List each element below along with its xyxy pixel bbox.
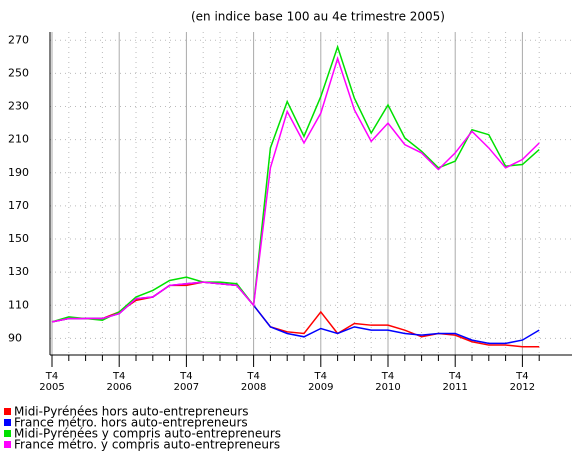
x-tick-label: T4	[112, 371, 125, 382]
legend-label: Midi-Pyrénées y compris auto-entrepreneu…	[14, 427, 281, 441]
y-tick-label: 110	[8, 298, 29, 311]
legend-label: France métro. hors auto-entrepreneurs	[14, 416, 248, 430]
x-tick-label: 2008	[241, 382, 266, 393]
series-line	[51, 281, 540, 345]
legend-swatch	[4, 408, 11, 415]
chart-title: (en indice base 100 au 4e trimestre 2005…	[191, 10, 445, 24]
x-tick-label: 2006	[106, 382, 131, 393]
y-tick-label: 170	[8, 199, 29, 212]
legend-label: France métro. y compris auto-entrepreneu…	[14, 438, 280, 452]
legend-swatch	[4, 430, 11, 437]
y-tick-label: 190	[8, 166, 29, 179]
x-tick-label: 2012	[510, 382, 535, 393]
y-tick-label: 150	[8, 232, 29, 245]
legend-swatch	[4, 419, 11, 426]
x-tick-label: T4	[179, 371, 192, 382]
legend-swatch	[4, 441, 11, 448]
y-tick-label: 90	[8, 331, 22, 344]
legend-label: Midi-Pyrénées hors auto-entrepreneurs	[14, 405, 249, 419]
series-line	[51, 44, 540, 323]
x-tick-label: 2007	[174, 382, 199, 393]
x-tick-label: 2009	[308, 382, 333, 393]
series-line	[51, 56, 540, 323]
x-tick-label: 2010	[375, 382, 400, 393]
x-tick-label: T4	[45, 371, 58, 382]
y-tick-label: 250	[8, 66, 29, 79]
y-tick-label: 270	[8, 33, 29, 46]
y-tick-label: 130	[8, 265, 29, 278]
x-tick-label: 2005	[39, 382, 64, 393]
x-tick-label: T4	[515, 371, 528, 382]
x-tick-label: T4	[314, 371, 327, 382]
x-tick-label: T4	[381, 371, 394, 382]
x-tick-label: 2011	[442, 382, 467, 393]
y-tick-label: 230	[8, 100, 29, 113]
x-tick-label: T4	[246, 371, 259, 382]
x-tick-label: T4	[448, 371, 461, 382]
series-line	[51, 281, 540, 348]
y-tick-label: 210	[8, 133, 29, 146]
